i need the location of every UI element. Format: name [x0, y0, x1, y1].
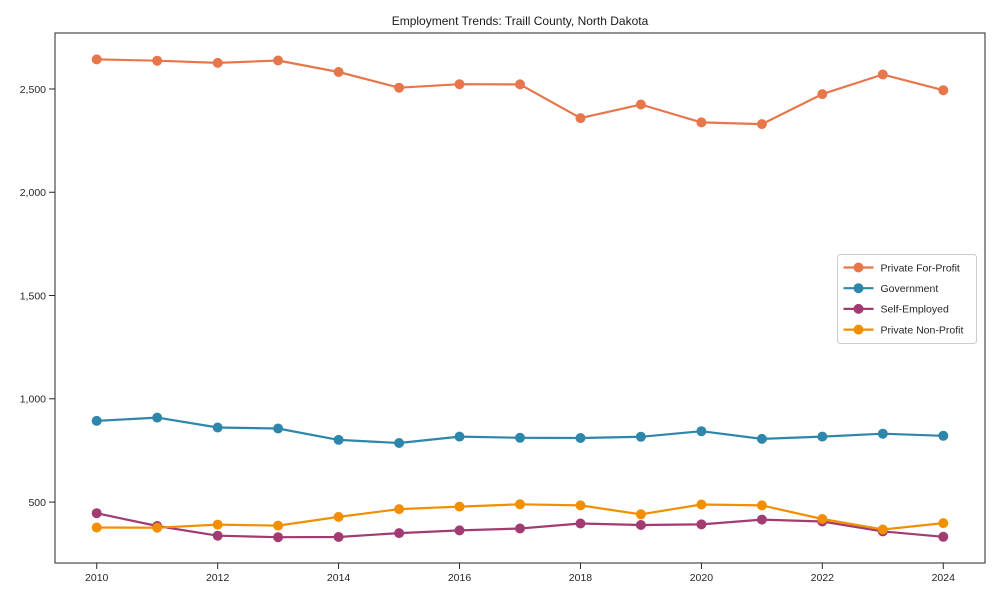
data-point-marker — [152, 55, 163, 66]
y-tick-label: 2,500 — [20, 84, 46, 96]
data-point-marker — [212, 519, 223, 530]
data-point-marker — [817, 89, 828, 100]
legend-label: Self-Employed — [881, 304, 949, 316]
data-point-marker — [394, 528, 405, 539]
data-point-marker — [333, 67, 344, 77]
x-tick-label: 2018 — [569, 572, 593, 584]
data-point-marker — [333, 434, 344, 445]
data-point-marker — [212, 422, 223, 433]
legend-box — [837, 254, 977, 344]
data-point-marker — [454, 501, 465, 512]
data-point-marker — [454, 431, 465, 442]
data-point-marker — [696, 499, 707, 510]
data-point-marker — [756, 514, 767, 525]
legend-sample-marker — [853, 324, 864, 335]
data-point-marker — [575, 433, 586, 443]
data-point-marker — [333, 532, 344, 542]
data-point-marker — [394, 504, 405, 515]
x-tick-label: 2010 — [85, 572, 109, 584]
data-point-marker — [273, 55, 284, 66]
legend-layer: Private For-Profit Government Self-Employe… — [837, 254, 977, 344]
legend-label: Government — [881, 283, 939, 295]
data-point-marker — [152, 412, 163, 423]
data-point-marker — [515, 499, 525, 510]
data-point-marker — [635, 431, 646, 442]
data-point-marker — [515, 523, 525, 534]
data-point-marker — [575, 113, 586, 124]
data-point-marker — [635, 520, 646, 530]
legend-sample-marker — [853, 303, 864, 314]
series-layer — [91, 54, 949, 543]
data-point-marker — [575, 518, 586, 529]
data-point-marker — [273, 520, 284, 531]
x-tick-label: 2024 — [932, 572, 956, 584]
data-point-marker — [877, 69, 888, 80]
data-point-marker — [394, 82, 405, 93]
data-point-marker — [212, 530, 223, 541]
plot-border — [54, 32, 986, 564]
data-point-marker — [635, 509, 646, 520]
data-point-marker — [454, 525, 465, 536]
data-point-marker — [454, 79, 465, 90]
data-point-marker — [91, 508, 102, 519]
data-point-marker — [938, 531, 949, 542]
legend-sample-marker — [853, 283, 864, 294]
data-point-marker — [515, 79, 525, 90]
y-tick-label: 2,000 — [20, 187, 46, 199]
y-tick-label: 500 — [28, 497, 46, 509]
data-point-marker — [877, 428, 888, 439]
data-point-marker — [273, 532, 284, 543]
legend-label: Private Non-Profit — [881, 324, 964, 336]
chart-title: Employment Trends: Traill County, North … — [392, 14, 649, 28]
y-tick-label: 1,500 — [20, 290, 46, 302]
data-point-marker — [817, 514, 828, 524]
data-point-marker — [91, 522, 102, 533]
data-point-marker — [212, 57, 223, 68]
data-point-marker — [756, 500, 767, 511]
data-point-marker — [938, 85, 949, 96]
data-point-marker — [756, 119, 767, 130]
data-point-marker — [273, 423, 284, 434]
y-tick-label: 1,000 — [20, 394, 46, 406]
data-point-marker — [152, 522, 163, 533]
data-point-marker — [756, 433, 767, 444]
data-point-marker — [938, 430, 949, 441]
data-point-marker — [877, 524, 888, 535]
x-tick-label: 2020 — [690, 572, 714, 584]
data-point-marker — [394, 438, 405, 448]
data-point-marker — [515, 432, 525, 443]
axes-layer: 500 1,000 1,500 2,000 2,500 2010 2012 2014 2016 2… — [20, 32, 986, 584]
data-point-marker — [333, 511, 344, 522]
legend-label: Private For-Profit — [881, 262, 960, 274]
data-point-marker — [575, 500, 586, 511]
data-point-marker — [91, 415, 102, 426]
x-tick-label: 2014 — [327, 572, 351, 584]
data-point-marker — [696, 426, 707, 437]
data-point-marker — [696, 117, 707, 128]
data-point-marker — [696, 519, 707, 530]
data-point-marker — [635, 99, 646, 110]
x-tick-label: 2022 — [811, 572, 835, 584]
x-tick-label: 2012 — [206, 572, 230, 584]
data-point-marker — [91, 54, 102, 65]
x-tick-label: 2016 — [448, 572, 472, 584]
legend-sample-marker — [853, 262, 864, 273]
data-point-marker — [938, 518, 949, 529]
data-point-marker — [817, 431, 828, 442]
